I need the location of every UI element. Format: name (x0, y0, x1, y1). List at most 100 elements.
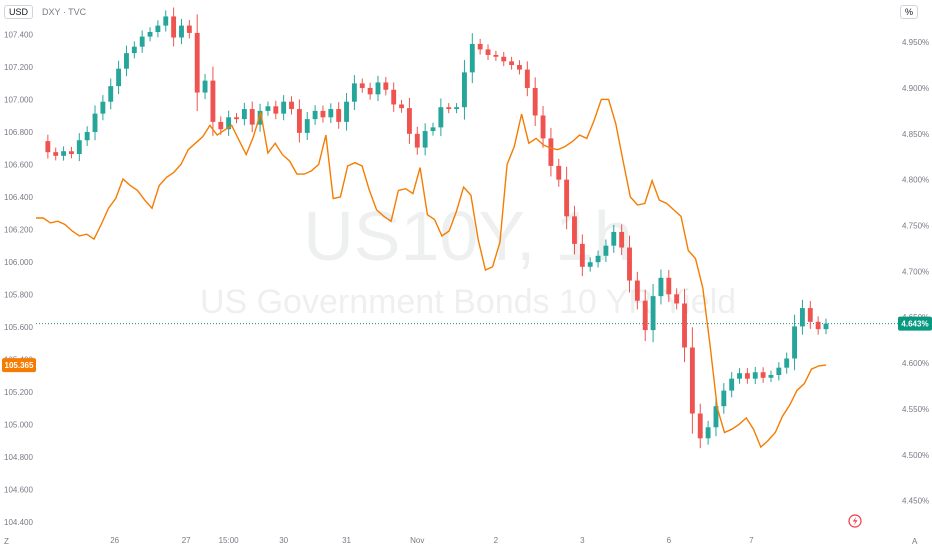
left-axis-tick-label: 105.000 (4, 420, 33, 429)
candle-body (84, 131, 90, 141)
bottom-left-tag[interactable]: Z (4, 537, 9, 546)
candle-body (634, 280, 640, 301)
symbol-info: DXY · TVC (42, 7, 87, 17)
candle-body (744, 373, 750, 379)
candle-body (689, 347, 695, 414)
time-axis[interactable]: 26 27 15:00 30 31 Nov 2 3 6 7 (110, 536, 754, 545)
candle-body (799, 308, 805, 327)
candle-body (485, 49, 491, 55)
candle-body (674, 294, 680, 304)
candle-body (241, 109, 247, 120)
right-percent-axis[interactable]: 4.450%4.500%4.550%4.600%4.650%4.700%4.75… (902, 38, 929, 506)
candle-body (776, 367, 782, 376)
right-axis-tick-label: 4.600% (902, 359, 929, 368)
candle-body (194, 32, 200, 93)
candle-body (807, 308, 813, 322)
candle-body (328, 109, 334, 118)
right-axis-tick-label: 4.950% (902, 38, 929, 47)
right-axis-tick-label: 4.450% (902, 497, 929, 506)
dxy-last-price-label: 105.365 (5, 361, 34, 370)
candle-body (556, 165, 562, 180)
time-axis-tick-label: 15:00 (219, 536, 240, 545)
right-axis-tick-label: 4.700% (902, 267, 929, 276)
dxy-line (36, 98, 827, 449)
candle-body (399, 104, 404, 109)
left-axis-tick-label: 107.200 (4, 63, 33, 72)
candle-body (92, 113, 98, 132)
candle-body (210, 80, 216, 122)
candle-body (234, 117, 239, 120)
left-axis-tick-label: 104.400 (4, 518, 33, 527)
candle-body (351, 83, 357, 102)
candle-body (697, 413, 703, 439)
candle-body (273, 106, 279, 114)
left-price-axis[interactable]: 104.400104.600104.800105.000105.200105.4… (4, 30, 33, 527)
time-axis-tick-label: Nov (410, 536, 424, 545)
candle-body (359, 83, 365, 88)
candle-body (218, 121, 224, 130)
candle-body (752, 372, 758, 379)
candle-body (721, 390, 727, 407)
candle-body (375, 82, 381, 95)
lightning-icon[interactable] (848, 514, 862, 528)
candle-body (493, 54, 499, 57)
us10y-last-price-label-bg (898, 316, 932, 331)
candle-body (815, 321, 821, 330)
us10y-candles (45, 7, 829, 449)
candle-body (147, 32, 153, 37)
candle-body (768, 375, 774, 378)
candle-body (186, 25, 192, 33)
time-axis-tick-label: 7 (749, 536, 754, 545)
candle-body (312, 110, 318, 120)
candle-body (454, 107, 460, 110)
candle-body (108, 86, 114, 102)
candle-body (344, 101, 349, 122)
candle-body (124, 53, 129, 69)
candle-body (595, 255, 601, 263)
candle-body (155, 25, 161, 33)
right-axis-tick-label: 4.900% (902, 84, 929, 93)
time-axis-tick-label: 31 (342, 536, 351, 545)
bottom-right-tag[interactable]: A (912, 537, 918, 546)
time-axis-tick-label: 6 (667, 536, 672, 545)
right-axis-tick-label: 4.800% (902, 176, 929, 185)
candle-body (391, 89, 397, 105)
candle-body (587, 262, 593, 267)
time-axis-tick-label: 2 (494, 536, 499, 545)
candle-body (650, 296, 656, 331)
candle-body (249, 109, 255, 125)
left-axis-tick-label: 104.600 (4, 485, 33, 494)
candle-body (619, 231, 625, 248)
candle-body (320, 110, 326, 118)
candle-body (163, 16, 169, 26)
candle-body (383, 82, 389, 90)
percent-scale-tag[interactable]: % (900, 5, 919, 19)
right-axis-tick-label: 4.550% (902, 405, 929, 414)
candle-body (116, 68, 122, 87)
dxy-last-price-label-bg (2, 358, 36, 373)
right-axis-tick-label: 4.850% (902, 130, 929, 139)
candle-body (131, 46, 137, 54)
time-axis-tick-label: 26 (110, 536, 119, 545)
candle-body (438, 107, 444, 128)
candle-body (76, 140, 82, 154)
us10y-last-price-label: 4.643% (901, 320, 928, 329)
candle-body (729, 378, 735, 391)
candle-body (462, 72, 467, 108)
candle-body (548, 138, 554, 166)
candle-body (705, 427, 711, 439)
candle-body (226, 117, 232, 130)
candle-body (171, 16, 177, 38)
currency-tag[interactable]: USD (4, 5, 34, 19)
candle-body (406, 108, 412, 134)
candle-body (658, 277, 664, 297)
candle-body (603, 245, 609, 256)
candle-body (69, 151, 74, 154)
candle-body (202, 80, 208, 93)
candle-body (823, 323, 829, 330)
time-axis-tick-label: 3 (580, 536, 585, 545)
last-price-labels: 4.643% 105.365 (2, 316, 932, 373)
candle-body (45, 141, 51, 153)
candle-body (422, 131, 428, 148)
